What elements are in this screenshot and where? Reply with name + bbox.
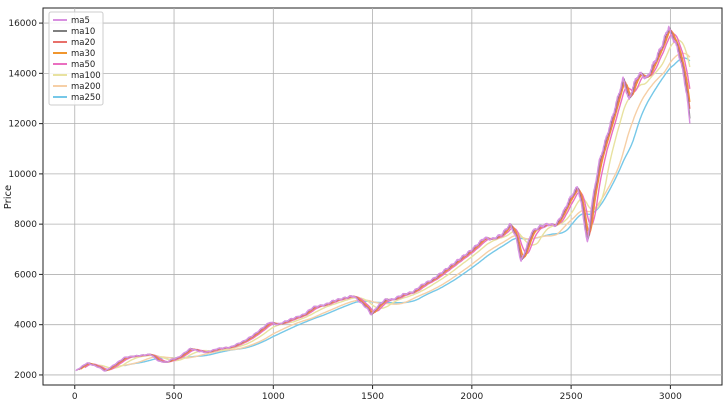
legend-label-ma30: ma30: [71, 49, 95, 59]
y-tick-label: 10000: [8, 170, 37, 180]
x-tick-label: 500: [165, 392, 182, 402]
legend-box: [48, 11, 104, 106]
series-line-ma5: [75, 25, 691, 372]
x-tick-label: 1500: [361, 392, 384, 402]
legend-label-ma250: ma250: [71, 93, 101, 103]
legend-label-ma5: ma5: [71, 16, 90, 26]
series-lines: [75, 25, 691, 372]
x-tick-label: 3000: [659, 392, 682, 402]
y-tick-label: 4000: [14, 321, 37, 331]
legend-label-ma200: ma200: [71, 82, 101, 92]
y-tick-label: 16000: [8, 19, 37, 29]
y-tick-label: 6000: [14, 270, 37, 280]
y-tick-label: 12000: [8, 120, 37, 130]
y-tick-label: 8000: [14, 220, 37, 230]
legend-label-ma10: ma10: [71, 27, 95, 37]
legend-label-ma20: ma20: [71, 38, 95, 48]
axis-ticks: 0 500 1000 1500 2000 2500 3000 2000 4000 6000 8000…: [8, 19, 682, 402]
x-tick-label: 2000: [460, 392, 483, 402]
x-tick-label: 2500: [560, 392, 583, 402]
x-tick-label: 0: [72, 392, 78, 402]
y-tick-label: 14000: [8, 69, 37, 79]
y-tick-label: 2000: [14, 371, 37, 381]
legend-label-ma50: ma50: [71, 60, 95, 70]
y-axis-label: Price: [3, 185, 14, 209]
x-tick-label: 1000: [262, 392, 285, 402]
legend-label-ma100: ma100: [71, 71, 101, 81]
plot-area: [42, 7, 723, 386]
series-line-ma50: [84, 33, 691, 371]
